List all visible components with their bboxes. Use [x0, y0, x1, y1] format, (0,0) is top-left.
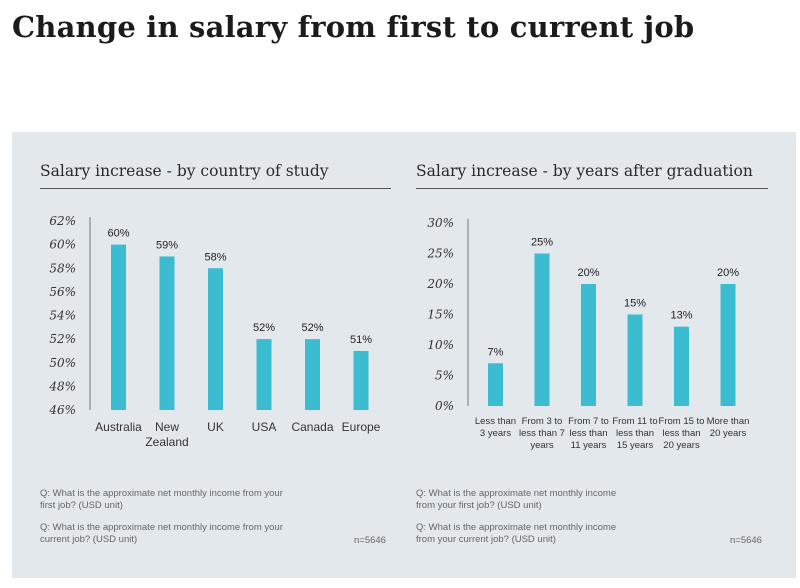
data-label: 58% [204, 251, 226, 263]
x-tick-label: Canada [291, 420, 333, 434]
bar [208, 268, 223, 410]
chart-1-note-1: Q: What is the approximate net monthly i… [40, 488, 283, 511]
y-tick-label: 62% [49, 214, 76, 228]
chart-2-title-rule [416, 188, 768, 189]
chart-1-sample-size: n=5646 [354, 535, 386, 546]
bar [674, 326, 689, 406]
bar [305, 339, 320, 410]
y-tick-label: 60% [49, 238, 76, 252]
y-tick-label: 46% [48, 403, 76, 417]
y-tick-label: 54% [49, 309, 76, 323]
y-tick-label: 48% [48, 379, 76, 393]
bar [627, 314, 643, 406]
bar [111, 244, 126, 410]
y-tick-label: 25% [426, 247, 454, 261]
chart-2-plot: 0% 5% 10% 15% 20% 25% 30% 7% Less than 3 years 25%… [426, 216, 750, 451]
chart-2-sample-size: n=5646 [730, 535, 762, 546]
x-tick-label: Europe [342, 420, 381, 434]
x-tick-label: From 7 to less than 11 years [568, 416, 609, 451]
data-label: 20% [717, 267, 739, 279]
chart-1-title: Salary increase - by country of study [40, 162, 329, 180]
y-tick-label: 5% [435, 369, 454, 383]
data-label: 52% [301, 322, 323, 334]
bar [534, 253, 550, 406]
bar [488, 363, 503, 406]
bar [256, 339, 272, 410]
y-tick-label: 56% [49, 285, 76, 299]
x-tick-label: UK [207, 420, 224, 434]
x-tick-label: More than 20 years [707, 416, 750, 439]
data-label: 60% [107, 228, 129, 240]
charts-panel: Salary increase - by country of study 46… [12, 132, 796, 578]
y-tick-label: 50% [49, 356, 76, 370]
x-tick-label: From 11 to less than 15 years [612, 416, 657, 451]
x-tick-label: New Zealand [145, 420, 188, 449]
y-tick-label: 20% [426, 277, 454, 291]
data-label: 25% [531, 237, 553, 249]
y-tick-label: 30% [427, 216, 454, 230]
data-label: 20% [577, 267, 599, 279]
chart-1-plot: 46% 48% 50% 52% 54% 56% 58% 60% 62% 60% Australia 5… [48, 214, 381, 449]
chart-2-note-2: Q: What is the approximate net monthly i… [416, 522, 617, 545]
data-label: 7% [488, 346, 504, 358]
data-label: 52% [253, 322, 275, 334]
y-tick-label: 58% [49, 261, 76, 275]
chart-2-title: Salary increase - by years after graduat… [416, 162, 753, 180]
bar [353, 350, 369, 410]
bar [581, 284, 596, 406]
x-tick-label: From 3 to less than 7 years [519, 416, 565, 451]
chart-1-note-2: Q: What is the approximate net monthly i… [40, 522, 283, 545]
chart-2-note-1: Q: What is the approximate net monthly i… [416, 488, 617, 511]
bar [159, 256, 175, 410]
data-label: 51% [350, 334, 372, 346]
data-label: 15% [624, 298, 646, 310]
data-label: 13% [670, 310, 692, 322]
y-tick-label: 52% [49, 332, 76, 346]
page-title: Change in salary from first to current j… [12, 10, 695, 44]
x-tick-label: From 15 to less than 20 years [659, 416, 705, 451]
y-tick-label: 15% [427, 308, 454, 322]
x-tick-label: USA [252, 420, 277, 434]
chart-1-title-rule [40, 188, 391, 189]
bar [720, 284, 736, 406]
data-label: 59% [156, 239, 178, 251]
y-tick-label: 0% [435, 399, 454, 413]
y-tick-label: 10% [427, 338, 454, 352]
x-tick-label: Australia [95, 420, 142, 434]
x-tick-label: Less than 3 years [475, 416, 516, 439]
